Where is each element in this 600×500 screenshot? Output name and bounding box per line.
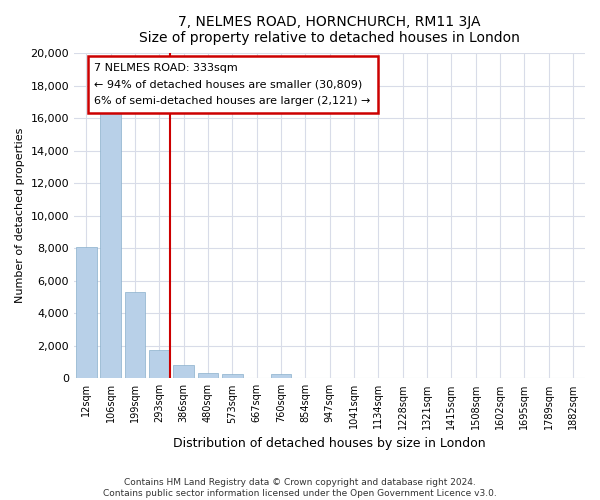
Bar xyxy=(173,366,194,378)
Bar xyxy=(100,110,121,378)
Bar xyxy=(222,374,242,378)
Y-axis label: Number of detached properties: Number of detached properties xyxy=(15,128,25,304)
Bar xyxy=(76,246,97,378)
Text: Contains HM Land Registry data © Crown copyright and database right 2024.
Contai: Contains HM Land Registry data © Crown c… xyxy=(103,478,497,498)
Title: 7, NELMES ROAD, HORNCHURCH, RM11 3JA
Size of property relative to detached house: 7, NELMES ROAD, HORNCHURCH, RM11 3JA Siz… xyxy=(139,15,520,45)
Bar xyxy=(197,374,218,378)
X-axis label: Distribution of detached houses by size in London: Distribution of detached houses by size … xyxy=(173,437,486,450)
Bar xyxy=(125,292,145,378)
Bar xyxy=(149,350,170,378)
Bar xyxy=(271,374,291,378)
Text: 7 NELMES ROAD: 333sqm
← 94% of detached houses are smaller (30,809)
6% of semi-d: 7 NELMES ROAD: 333sqm ← 94% of detached … xyxy=(94,63,371,106)
